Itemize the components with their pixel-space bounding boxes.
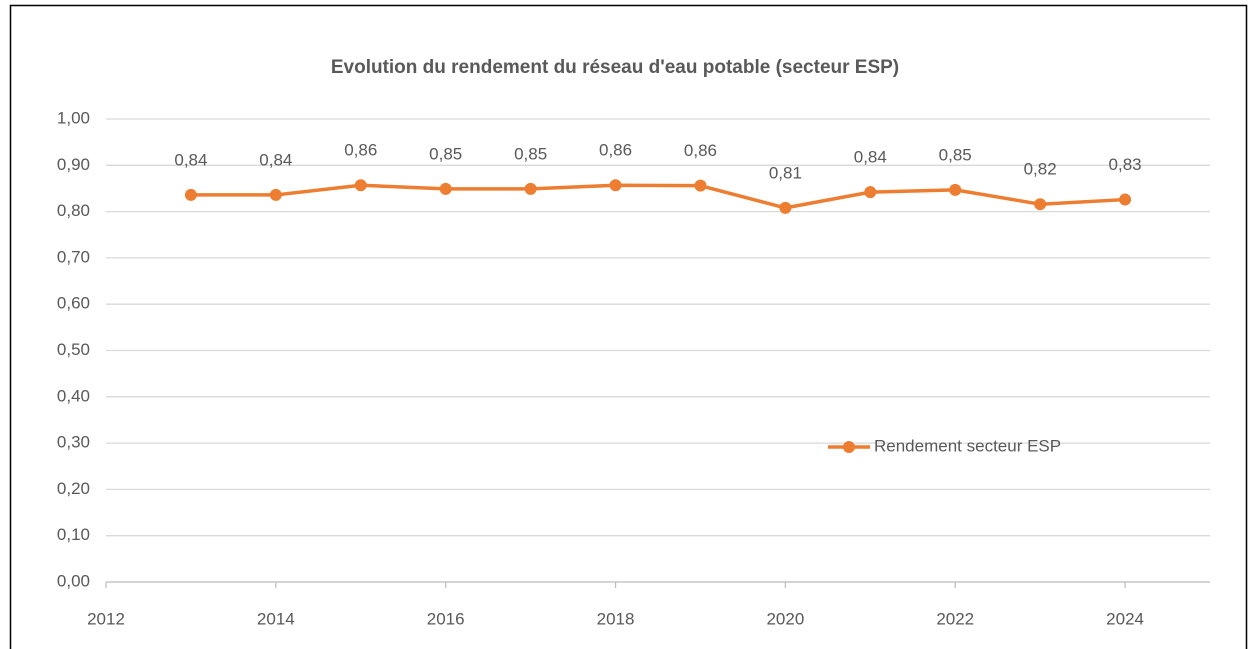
x-tick-label: 2024	[1106, 609, 1144, 628]
point-marker	[524, 182, 537, 195]
data-label: 0,83	[1109, 155, 1142, 174]
data-label: 0,85	[939, 145, 972, 164]
x-tick-label: 2020	[766, 609, 804, 628]
data-label: 0,84	[174, 150, 207, 169]
chart-title: Evolution du rendement du réseau d'eau p…	[331, 57, 899, 78]
data-label: 0,84	[854, 148, 887, 167]
y-tick-label: 0,20	[57, 479, 90, 498]
y-tick-label: 0,70	[57, 247, 90, 266]
y-tick-label: 0,90	[57, 155, 90, 174]
point-marker	[779, 201, 792, 214]
x-tick-label: 2018	[597, 609, 635, 628]
x-tick-label: 2016	[427, 609, 465, 628]
x-tick-label: 2012	[87, 609, 125, 628]
data-label: 0,85	[429, 144, 462, 163]
series-line	[190, 183, 1126, 210]
point-marker	[609, 179, 622, 192]
legend-marker	[843, 441, 855, 453]
y-tick-label: 0,40	[57, 386, 90, 405]
data-label: 0,81	[769, 163, 802, 182]
y-tick-label: 0,30	[57, 433, 90, 452]
y-tick-label: 0,00	[57, 571, 90, 590]
point-marker	[439, 182, 452, 195]
y-tick-label: 0,10	[57, 525, 90, 544]
data-label: 0,86	[344, 141, 377, 160]
x-tick-label: 2022	[936, 609, 974, 628]
point-marker	[269, 188, 282, 201]
y-tick-label: 0,50	[57, 340, 90, 359]
chart-frame	[9, 4, 1248, 649]
data-label: 0,84	[259, 150, 292, 169]
y-tick-label: 1,00	[57, 108, 90, 127]
y-tick-label: 0,80	[57, 201, 90, 220]
data-label: 0,86	[684, 141, 717, 160]
point-marker	[1034, 198, 1047, 211]
point-marker	[354, 179, 367, 192]
y-tick-label: 0,60	[57, 294, 90, 313]
point-marker	[694, 179, 707, 192]
point-marker	[1119, 193, 1132, 206]
point-marker	[184, 188, 197, 201]
point-marker	[949, 183, 962, 196]
point-marker	[864, 186, 877, 199]
legend-label: Rendement secteur ESP	[874, 436, 1061, 455]
data-label: 0,82	[1024, 160, 1057, 179]
data-label: 0,85	[514, 144, 547, 163]
data-label: 0,86	[599, 141, 632, 160]
x-tick-label: 2014	[257, 609, 295, 628]
